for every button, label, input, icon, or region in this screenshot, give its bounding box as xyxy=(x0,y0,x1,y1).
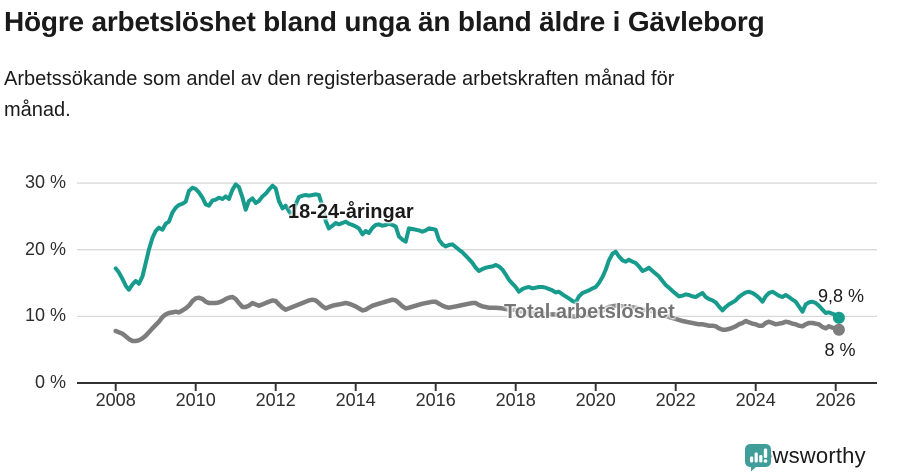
x-tick-label: 2022 xyxy=(655,390,696,410)
chart-subtitle: Arbetssökande som andel av den registerb… xyxy=(4,68,675,121)
series-label-total: Total arbetslöshet xyxy=(504,301,675,323)
y-tick-label: 10 % xyxy=(24,305,66,326)
gridlines xyxy=(77,182,877,318)
y-tick-label: 0 % xyxy=(34,372,66,392)
series-end-dot-18-24 xyxy=(832,311,845,324)
x-tick-label: 2024 xyxy=(735,390,776,410)
x-axis-ticks xyxy=(114,383,837,391)
newsworthy-logo: Newsworthy xyxy=(744,443,866,472)
page-title: Högre arbetslöshet bland unga än bland ä… xyxy=(4,6,765,37)
series-line-total xyxy=(113,294,842,344)
end-value-annotation-18-24: 9,8 % xyxy=(817,286,865,306)
series-label-18-24: 18-24-åringar xyxy=(288,201,414,223)
bar-chart-speech-bubble-icon xyxy=(745,444,771,472)
series-line-18-24 xyxy=(113,182,841,320)
x-tick-label: 2020 xyxy=(575,390,616,410)
x-tick-label: 2018 xyxy=(495,390,536,410)
x-tick-label: 2008 xyxy=(95,390,136,410)
x-tick-label: 2010 xyxy=(175,390,216,410)
x-tick-label: 2014 xyxy=(335,390,376,410)
y-tick-label: 30 % xyxy=(24,172,66,193)
x-tick-label: 2026 xyxy=(815,390,856,410)
end-value-annotation-total: 8 % xyxy=(824,340,856,360)
x-tick-label: 2012 xyxy=(255,390,296,410)
series-end-dot-total xyxy=(832,323,845,336)
x-tick-label: 2016 xyxy=(415,390,456,410)
y-tick-label: 20 % xyxy=(24,238,66,259)
